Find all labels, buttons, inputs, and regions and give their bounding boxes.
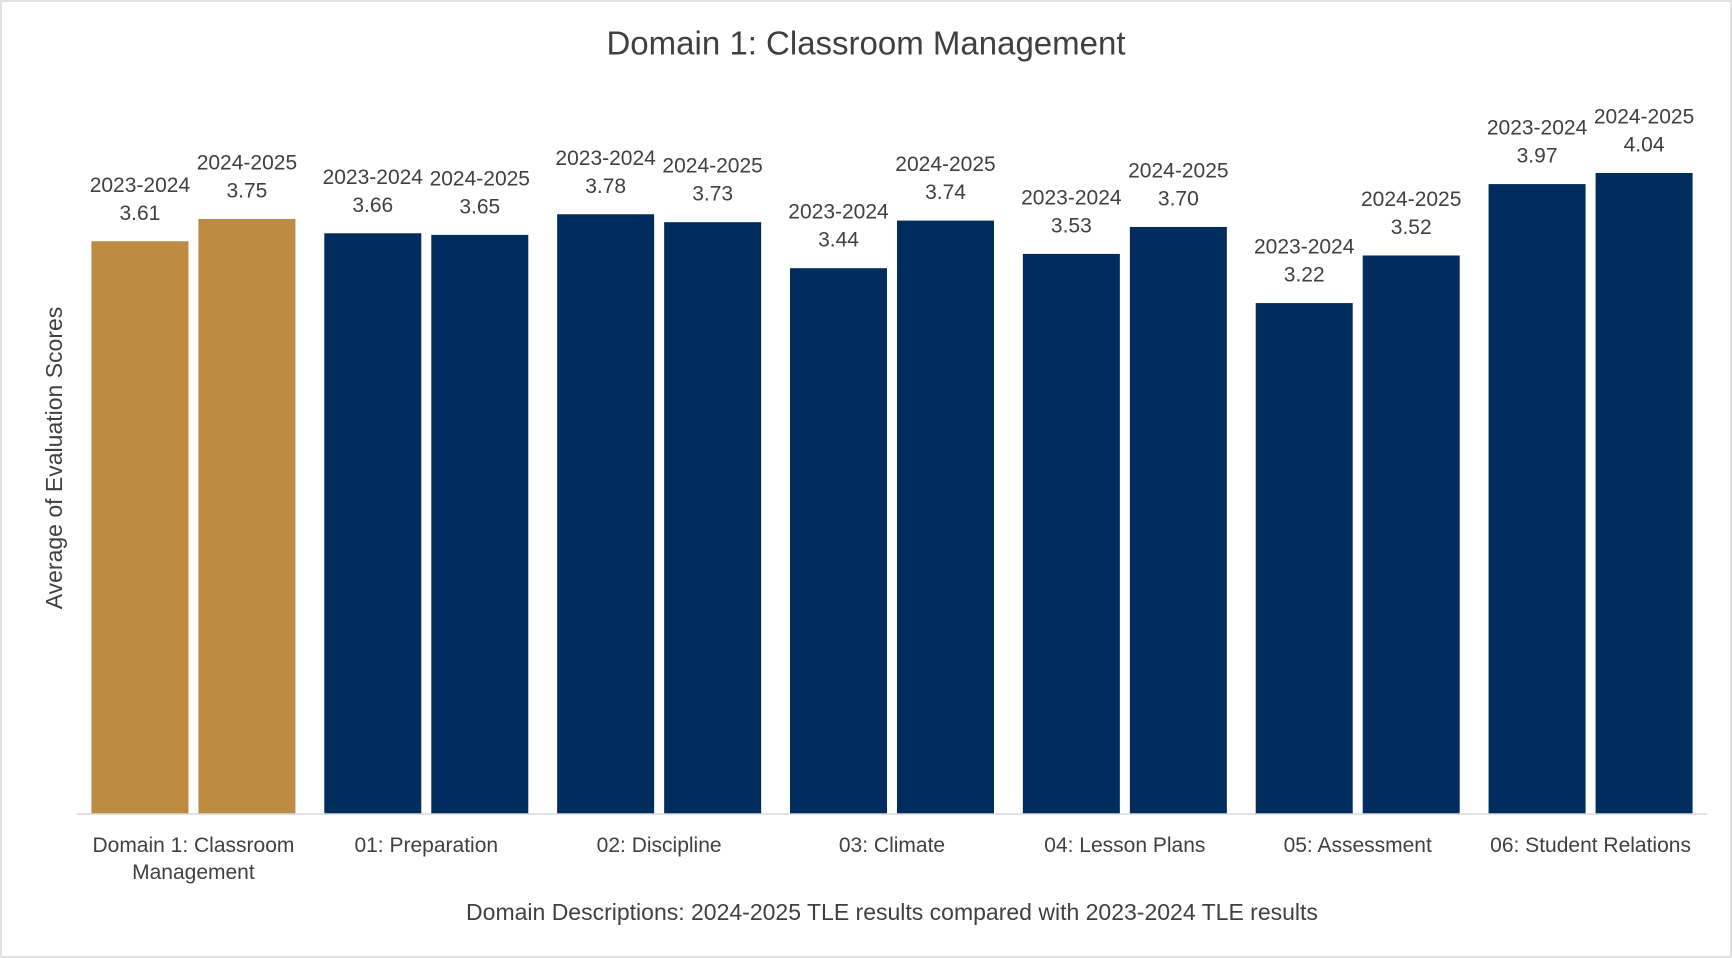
bar (1488, 184, 1586, 815)
data-label: 3.53 (1051, 214, 1092, 237)
data-label: 3.52 (1391, 216, 1432, 239)
x-tick-label: 05: Assessment (1283, 834, 1432, 857)
bar (790, 268, 887, 815)
x-tick-label: 03: Climate (838, 834, 946, 857)
bar (1255, 303, 1353, 814)
data-label-series: 2023-2024 (1021, 186, 1122, 209)
bar (897, 220, 994, 814)
data-label-series: 2024-2025 (1128, 159, 1228, 182)
data-label: 3.65 (459, 195, 500, 218)
data-label: 3.70 (1158, 187, 1199, 210)
data-label-series: 2023-2024 (323, 166, 424, 189)
data-label: 3.73 (692, 183, 733, 206)
bar (1022, 253, 1120, 814)
data-label-series: 2024-2025 (197, 152, 297, 175)
data-label: 3.61 (119, 202, 160, 225)
y-axis-title: Average of Evaluation Scores (41, 307, 67, 610)
data-label: 3.74 (925, 181, 966, 204)
x-tick-label: 04: Lesson Plans (1044, 834, 1206, 857)
data-label: 3.66 (352, 194, 393, 217)
bar (198, 219, 296, 814)
bar (1362, 255, 1460, 814)
x-tick-label: Domain 1: Classroom Management (92, 834, 295, 884)
data-label-series: 2024-2025 (895, 153, 995, 176)
data-label-series: 2023-2024 (555, 147, 656, 170)
data-label: 3.75 (226, 180, 267, 203)
data-label-series: 2023-2024 (1254, 236, 1355, 259)
bar (664, 222, 762, 814)
data-label: 3.44 (818, 229, 859, 252)
x-tick-label: 01: Preparation (354, 834, 499, 857)
bar (1595, 172, 1693, 814)
data-label-series: 2024-2025 (1361, 188, 1461, 211)
data-label-series: 2024-2025 (1594, 106, 1694, 129)
bar (557, 214, 655, 815)
data-label: 3.22 (1284, 264, 1325, 287)
bar (431, 234, 529, 814)
x-tick-label: 06: Student Relations (1490, 834, 1691, 857)
bar (91, 241, 189, 815)
data-label: 3.78 (585, 175, 626, 198)
data-label-series: 2023-2024 (788, 201, 889, 224)
x-tick-label: 02: Discipline (596, 834, 722, 857)
bar (1129, 226, 1227, 814)
bar (324, 233, 422, 814)
data-label-series: 2024-2025 (662, 155, 762, 178)
data-label-series: 2024-2025 (430, 167, 530, 190)
x-axis-title: Domain Descriptions: 2024-2025 TLE resul… (466, 899, 1318, 925)
data-label: 3.97 (1517, 145, 1558, 168)
chart-title: Domain 1: Classroom Management (606, 25, 1125, 62)
data-label-series: 2023-2024 (90, 174, 191, 197)
data-label: 4.04 (1624, 134, 1665, 157)
data-label-series: 2023-2024 (1487, 117, 1588, 140)
